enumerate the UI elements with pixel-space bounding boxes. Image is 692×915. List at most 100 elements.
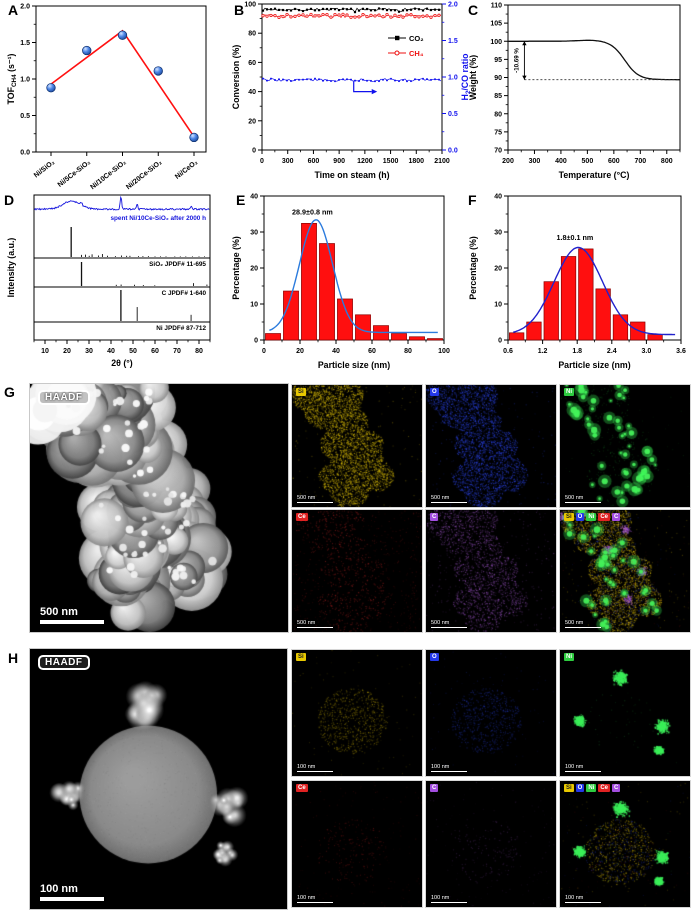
legend-co2: CO₂ [409, 34, 424, 43]
panel-label-c: C [468, 2, 479, 18]
element-chip-ni: Ni [564, 653, 574, 661]
axes-box [507, 4, 681, 151]
scale-bar-label: 100 nm [297, 894, 316, 901]
y-tick-label: 30 [494, 230, 502, 237]
x-tick-label: 600 [608, 158, 620, 165]
x-tick-label: 1500 [383, 158, 399, 165]
y-tick-label: 105 [490, 21, 502, 28]
y-tick-label: 75 [494, 129, 502, 136]
element-chip-ni: Ni [564, 388, 574, 396]
y-tick-label: 20 [248, 118, 256, 125]
x-axis-label: Time on steam (h) [314, 170, 389, 180]
element-chip-row: Ce [296, 784, 308, 792]
scale-bar-line [565, 501, 601, 503]
element-chip-row: Ni [564, 653, 574, 661]
x-tick-label: Ni/SiO₂ [33, 159, 56, 179]
element-chip-row: Si [296, 388, 306, 396]
eds-map-h-ni: Ni 100 nm [559, 649, 691, 777]
histogram-bar [647, 334, 663, 341]
y-tick-label: 80 [494, 111, 502, 118]
scale-bar-label: 100 nm [40, 883, 78, 895]
y-axis-label: Intensity (a.u.) [6, 238, 16, 298]
y-axis-label: Conversion (%) [231, 45, 241, 110]
element-chip-c: C [430, 784, 439, 792]
x-tick-label: 400 [555, 158, 567, 165]
x-tick-label: 900 [333, 158, 345, 165]
axes-box [35, 5, 207, 153]
data-point [46, 83, 56, 93]
y-axis-label: TOFCH4 (s⁻¹) [6, 53, 18, 104]
x-tick-label: 600 [308, 158, 320, 165]
x-tick-label: 200 [502, 158, 514, 165]
tga-curve [508, 39, 680, 81]
y-tick-label: 90 [494, 75, 502, 82]
element-chip-ce: Ce [598, 513, 611, 521]
element-chip-o: O [575, 784, 585, 792]
eds-map-canvas [426, 650, 556, 776]
y-tick-label: 0 [252, 148, 256, 155]
y-tick-label: 80 [248, 31, 256, 38]
scale-bar: 500 nm [40, 606, 104, 624]
histogram-bar [427, 338, 443, 341]
eds-map-g-composite: Si O Ni Ce C 500 nm [559, 509, 691, 633]
data-point [189, 132, 199, 143]
histogram-bar [578, 248, 594, 341]
y2-tick-label: 1.5 [448, 38, 458, 45]
panel-label-a: A [8, 2, 19, 18]
legend-ch4: CH₄ [409, 49, 424, 58]
trend-line [50, 29, 195, 138]
x-axis-label: 2θ (°) [111, 358, 133, 368]
y2-axis-label: H2/CO ratio [460, 53, 472, 101]
eds-map-h-si: Si 100 nm [291, 649, 423, 777]
scale-bar-label: 500 nm [40, 606, 78, 618]
y-tick-label: 40 [248, 89, 256, 96]
y-axis-label: Weight (%) [468, 55, 478, 100]
x-tick-label: 1.8 [572, 348, 582, 355]
histogram-bar [612, 314, 629, 341]
scale-bar: 100 nm [297, 763, 333, 772]
x-tick-label: 1800 [408, 158, 424, 165]
haadf-image-g: HAADF 500 nm [29, 383, 289, 633]
element-chip-si: Si [564, 513, 574, 521]
element-chip-ce: Ce [296, 513, 308, 521]
scale-bar-line [565, 901, 601, 903]
element-chip-ce: Ce [598, 784, 611, 792]
x-tick-label: 80 [195, 348, 203, 355]
x-tick-label: 1.2 [538, 348, 548, 355]
eds-map-h-c: C 100 nm [425, 780, 557, 908]
scale-bar: 500 nm [431, 495, 467, 503]
y-tick-label: 1.0 [20, 77, 30, 84]
scale-bar: 500 nm [297, 495, 333, 503]
x-tick-label: 100 [438, 348, 450, 355]
x-tick-label: 60 [151, 348, 159, 355]
y-tick-label: 0 [254, 338, 258, 345]
scale-bar: 100 nm [565, 894, 601, 903]
scale-bar-label: 500 nm [431, 619, 450, 626]
histogram-bar [337, 298, 353, 341]
eds-map-canvas [292, 510, 422, 632]
mean-size-annotation: 1.8±0.1 nm [557, 233, 594, 242]
element-chip-row: C [430, 513, 439, 521]
histogram-bar [355, 314, 371, 341]
y-tick-label: 95 [494, 57, 502, 64]
chart-size-distribution-spent: 0 10 20 30 40 0 20 40 60 80 100 28.9±0.8 nm Particle… [231, 194, 450, 371]
eds-map-canvas [292, 781, 422, 907]
scale-bar-label: 100 nm [565, 894, 584, 901]
chart-size-distribution-ceria: 0 10 20 30 40 0.6 1.2 1.8 2.4 3.0 3.6 1.8±0.1 nm Par… [468, 194, 686, 371]
element-chip-ni: Ni [586, 513, 597, 521]
x-axis-label: Temperature (°C) [559, 170, 630, 180]
eds-map-g-c: C 500 nm [425, 509, 557, 633]
x-tick-label: 20 [296, 348, 304, 355]
scale-bar-label: 100 nm [297, 763, 316, 770]
x-axis-label: Particle size (nm) [558, 360, 630, 370]
scale-bar-line [431, 626, 467, 628]
x-tick-label: 20 [63, 348, 71, 355]
y-tick-label: 20 [494, 266, 502, 273]
scale-bar: 100 nm [40, 883, 104, 901]
histogram-bar [543, 281, 559, 341]
haadf-image-h: HAADF 100 nm [29, 648, 288, 910]
scale-bar: 500 nm [297, 620, 333, 628]
eds-map-h-o: O 100 nm [425, 649, 557, 777]
haadf-mode-badge: HAADF [38, 390, 90, 405]
